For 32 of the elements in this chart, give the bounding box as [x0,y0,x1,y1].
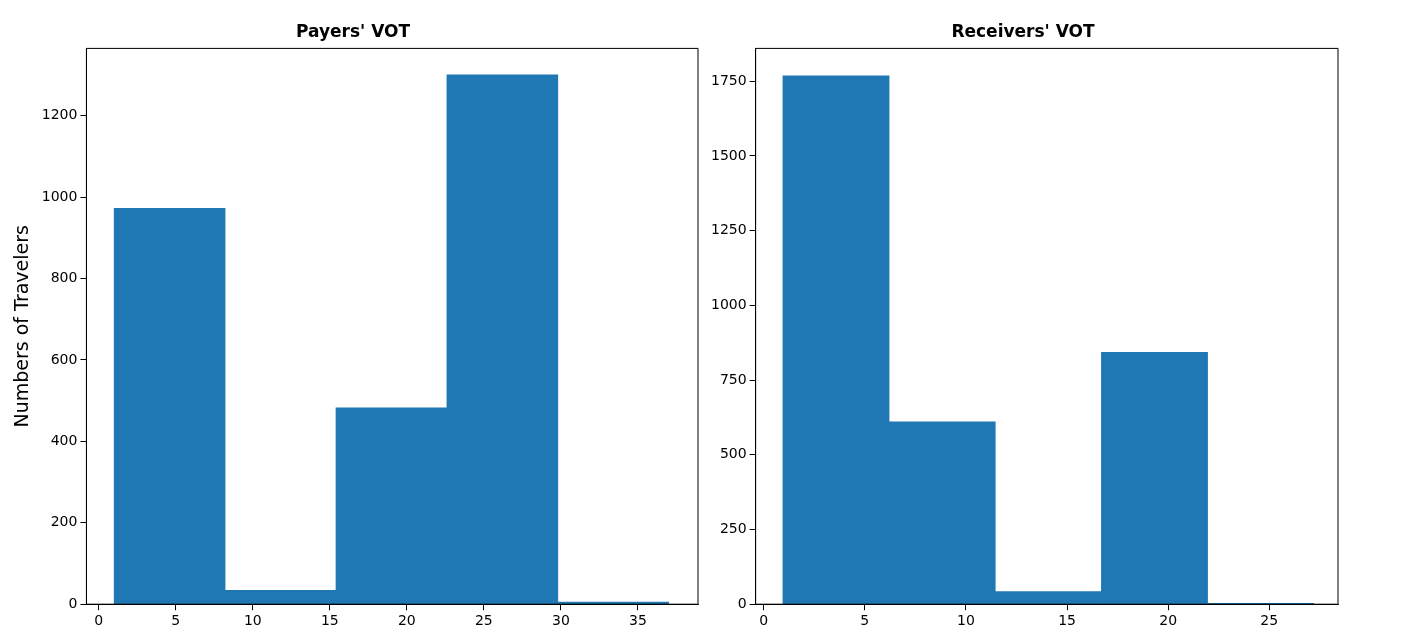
x-tick-label: 10 [243,612,262,629]
x-tick-label: 0 [759,612,769,629]
y-tick-label: 200 [50,513,78,530]
y-tick-label: 800 [50,269,78,286]
y-tick-label: 0 [737,594,747,611]
x-tick-label: 15 [320,612,339,629]
x-tick-label: 25 [474,612,493,629]
x-tick-label: 25 [1260,612,1279,629]
y-tick-label: 1000 [41,187,78,204]
chart-title: Receivers' VOT [951,20,1095,41]
y-tick-label: 750 [719,370,747,387]
x-tick-label: 35 [629,612,647,629]
x-tick-label: 10 [957,612,975,629]
x-tick-label: 20 [397,612,416,629]
x-tick-label: 30 [551,612,570,629]
y-tick-label: 250 [719,520,747,537]
x-tick-label: 0 [94,612,104,629]
x-tick-label: 20 [1159,612,1178,629]
y-tick-label: 1000 [710,296,747,313]
x-tick-label: 15 [1058,612,1076,629]
y-tick-label: 500 [719,445,747,462]
y-tick-label: 1500 [710,146,747,163]
y-tick-label: 0 [68,594,78,611]
x-tick-label: 5 [860,612,870,629]
y-tick-label: 1750 [710,71,747,88]
y-axis-title: Numbers of Travelers [10,225,33,428]
x-tick-label: 5 [171,612,181,629]
y-tick-label: 1250 [710,221,747,238]
y-tick-label: 600 [50,350,78,367]
y-tick-label: 1200 [41,106,78,123]
y-tick-label: 400 [50,431,78,448]
chart-title: Payers' VOT [295,20,411,41]
